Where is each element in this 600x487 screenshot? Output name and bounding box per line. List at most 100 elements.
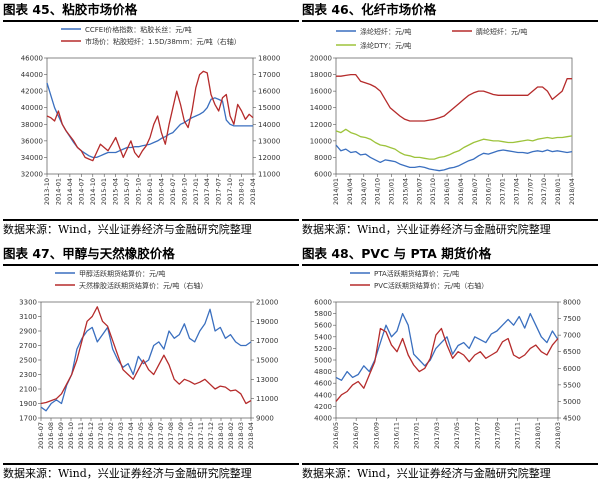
x-tick-label: 2015/01 (388, 178, 396, 205)
y-tick-label-left: 2500 (19, 357, 37, 365)
x-tick-label: 2018-01 (217, 422, 225, 449)
x-tick-label: 2014-04 (66, 178, 74, 205)
y-tick-label-right: 6000 (563, 365, 581, 373)
y-tick-label-left: 44000 (21, 71, 43, 79)
x-tick-label: 2015-07 (123, 178, 131, 205)
series-line (336, 73, 572, 122)
source-text: 数据来源：Wind，兴业证券经济与金融研究院整理 (3, 467, 252, 480)
x-tick-label: 2015/07 (415, 178, 423, 205)
chart-plot-48: PTA活跃期货结算价：元/吨 PVC活跃期货结算价：元/吨（右轴） 6000 5800… (314, 269, 581, 449)
y-tick-label-left: 1900 (19, 400, 37, 408)
y-tick-label-left: 1700 (19, 415, 37, 423)
plot-area (335, 301, 559, 419)
legend: CCFEI价格指数：粘胶长丝：元/吨市场价：粘胶短纤：1.5D/38mm：元/吨… (61, 25, 241, 46)
y-tick-label-left: 14000 (310, 104, 332, 112)
legend-label: 市场价：粘胶短纤：1.5D/38mm：元/吨（右轴） (85, 37, 241, 46)
x-tick-label: 2016/07 (352, 422, 360, 449)
x-tick-label: 2015-04 (112, 178, 120, 205)
x-tick-label: 2017-04 (127, 422, 135, 449)
y-tick-label-left: 10000 (310, 137, 332, 145)
x-tick-label: 2018/01 (534, 422, 542, 449)
x-tick-label: 2016-04 (157, 178, 165, 205)
x-tick-label: 2016-11 (77, 422, 85, 449)
y-tick-label-left: 4600 (314, 380, 332, 388)
x-tick-label: 2017-10 (226, 178, 234, 205)
y-tick-label-left: 5200 (314, 345, 332, 353)
series-line (335, 128, 573, 160)
x-tick-label: 2017-01 (97, 422, 105, 449)
x-tick-label: 2018/04 (568, 178, 576, 205)
x-tick-label: 2017/07 (473, 422, 481, 449)
y-tick-label-left: 5000 (314, 357, 332, 365)
x-tick-label: 2016/05 (332, 422, 340, 449)
x-tick-label: 2017-02 (107, 422, 115, 449)
x-tick-label: 2013-10 (43, 178, 51, 205)
x-tick-label: 2014/10 (374, 178, 382, 205)
y-tick-label-left: 40000 (21, 104, 43, 112)
x-tick-label: 2017/09 (493, 422, 501, 449)
series-line (46, 70, 254, 162)
y-tick-label-right: 14000 (258, 121, 280, 129)
y-tick-label-left: 5800 (314, 310, 332, 318)
x-tick-label: 2017-07 (157, 422, 165, 449)
x-tick-label: 2016/07 (471, 178, 479, 205)
y-tick-label-right: 16000 (258, 88, 280, 96)
y-tick-label-left: 8000 (314, 154, 332, 162)
y-tick-label-right: 8000 (563, 299, 581, 307)
y-tick-label-left: 4800 (314, 368, 332, 376)
x-tick-label: 2014-01 (54, 178, 62, 205)
x-tick-label: 2015/10 (429, 178, 437, 205)
x-tick-label: 2017/04 (512, 178, 520, 205)
legend-label: 甲醇活跃期货结算价：元/吨 (79, 269, 165, 278)
x-tick-label: 2017/07 (526, 178, 534, 205)
x-tick-label: 2017/03 (433, 422, 441, 449)
y-tick-label-right: 12000 (258, 154, 280, 162)
title-rule (302, 264, 598, 266)
x-tick-label: 2017-07 (215, 178, 223, 205)
y-tick-label-left: 6000 (314, 171, 332, 179)
y-tick-label-right: 9000 (256, 415, 274, 423)
x-tick-label: 2016-07 (169, 178, 177, 205)
y-tick-label-left: 6000 (314, 299, 332, 307)
x-tick-label: 2018-04 (247, 422, 255, 449)
source-rule (302, 463, 598, 465)
chart-title: 图表 47、甲醇与天然橡胶价格 (3, 246, 175, 261)
x-tick-label: 2016/09 (372, 422, 380, 449)
x-tick-label: 2016-01 (146, 178, 154, 205)
y-tick-label-right: 5500 (563, 381, 581, 389)
x-tick-label: 2017-04 (203, 178, 211, 205)
x-tick-label: 2016/04 (457, 178, 465, 205)
source-text: 数据来源：Wind，兴业证券经济与金融研究院整理 (302, 467, 551, 480)
source-text: 数据来源：Wind，兴业证券经济与金融研究院整理 (302, 223, 551, 236)
title-rule (3, 20, 299, 22)
x-tick-label: 2017-12 (207, 422, 215, 449)
chart-panel-48: 图表 48、PVC 与 PTA 期货价格 PTA活跃期货结算价：元/吨 PVC活跃… (302, 244, 598, 486)
x-tick-label: 2016-07 (37, 422, 45, 449)
x-tick-label: 2014-07 (77, 178, 85, 205)
y-tick-label-left: 34000 (21, 154, 43, 162)
y-tick-label-left: 3100 (19, 313, 37, 321)
y-tick-label-left: 2700 (19, 342, 37, 350)
x-tick-label: 2018-03 (237, 422, 245, 449)
x-tick-label: 2014/04 (346, 178, 354, 205)
y-tick-label-left: 4200 (314, 403, 332, 411)
y-tick-label-left: 18000 (310, 71, 332, 79)
x-tick-label: 2017/01 (499, 178, 507, 205)
y-tick-label-left: 5600 (314, 322, 332, 330)
y-tick-label-left: 5400 (314, 333, 332, 341)
y-tick-label-right: 21000 (256, 299, 278, 307)
x-tick-label: 2016-10 (67, 422, 75, 449)
y-tick-label-left: 2100 (19, 386, 37, 394)
series-line (40, 308, 252, 412)
x-tick-label: 2016-09 (57, 422, 65, 449)
legend-label: 涤纶短纤：元/吨 (360, 27, 411, 36)
x-tick-label: 2017-01 (192, 178, 200, 205)
x-tick-label: 2018-02 (227, 422, 235, 449)
series-line (335, 312, 559, 381)
legend: PTA活跃期货结算价：元/吨 PVC活跃期货结算价：元/吨（右轴） (350, 269, 488, 290)
y-tick-label-right: 4500 (563, 415, 581, 423)
y-tick-label-left: 2300 (19, 371, 37, 379)
y-tick-label-right: 7000 (563, 332, 581, 340)
